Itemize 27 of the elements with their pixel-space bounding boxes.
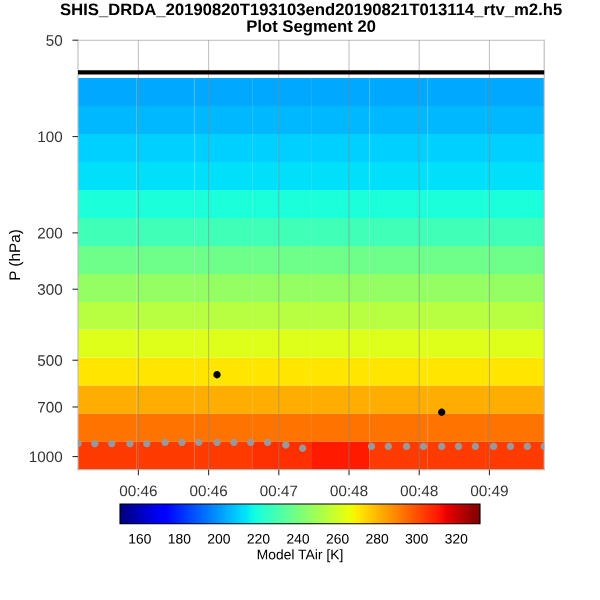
point	[213, 371, 221, 379]
point	[471, 442, 480, 450]
point	[402, 442, 411, 450]
chart-title: SHIS_DRDA_20190820T193103end20190821T013114_rtv_m2.h5	[60, 3, 562, 18]
point	[506, 442, 515, 450]
point	[161, 438, 169, 447]
chart-subtitle: Plot Segment 20	[247, 19, 376, 36]
point	[438, 442, 446, 450]
point	[438, 408, 446, 416]
point	[247, 438, 255, 447]
point	[126, 439, 134, 448]
point	[195, 438, 203, 447]
point	[454, 442, 463, 450]
point	[384, 442, 393, 450]
point	[230, 438, 238, 447]
point	[282, 441, 290, 449]
point	[178, 438, 186, 447]
point	[213, 438, 221, 447]
point	[143, 439, 151, 448]
point	[91, 439, 99, 448]
point	[299, 444, 307, 452]
point	[523, 442, 532, 450]
point	[108, 439, 116, 448]
point	[419, 442, 428, 450]
point	[263, 438, 272, 447]
point	[367, 442, 376, 450]
point	[489, 442, 498, 450]
